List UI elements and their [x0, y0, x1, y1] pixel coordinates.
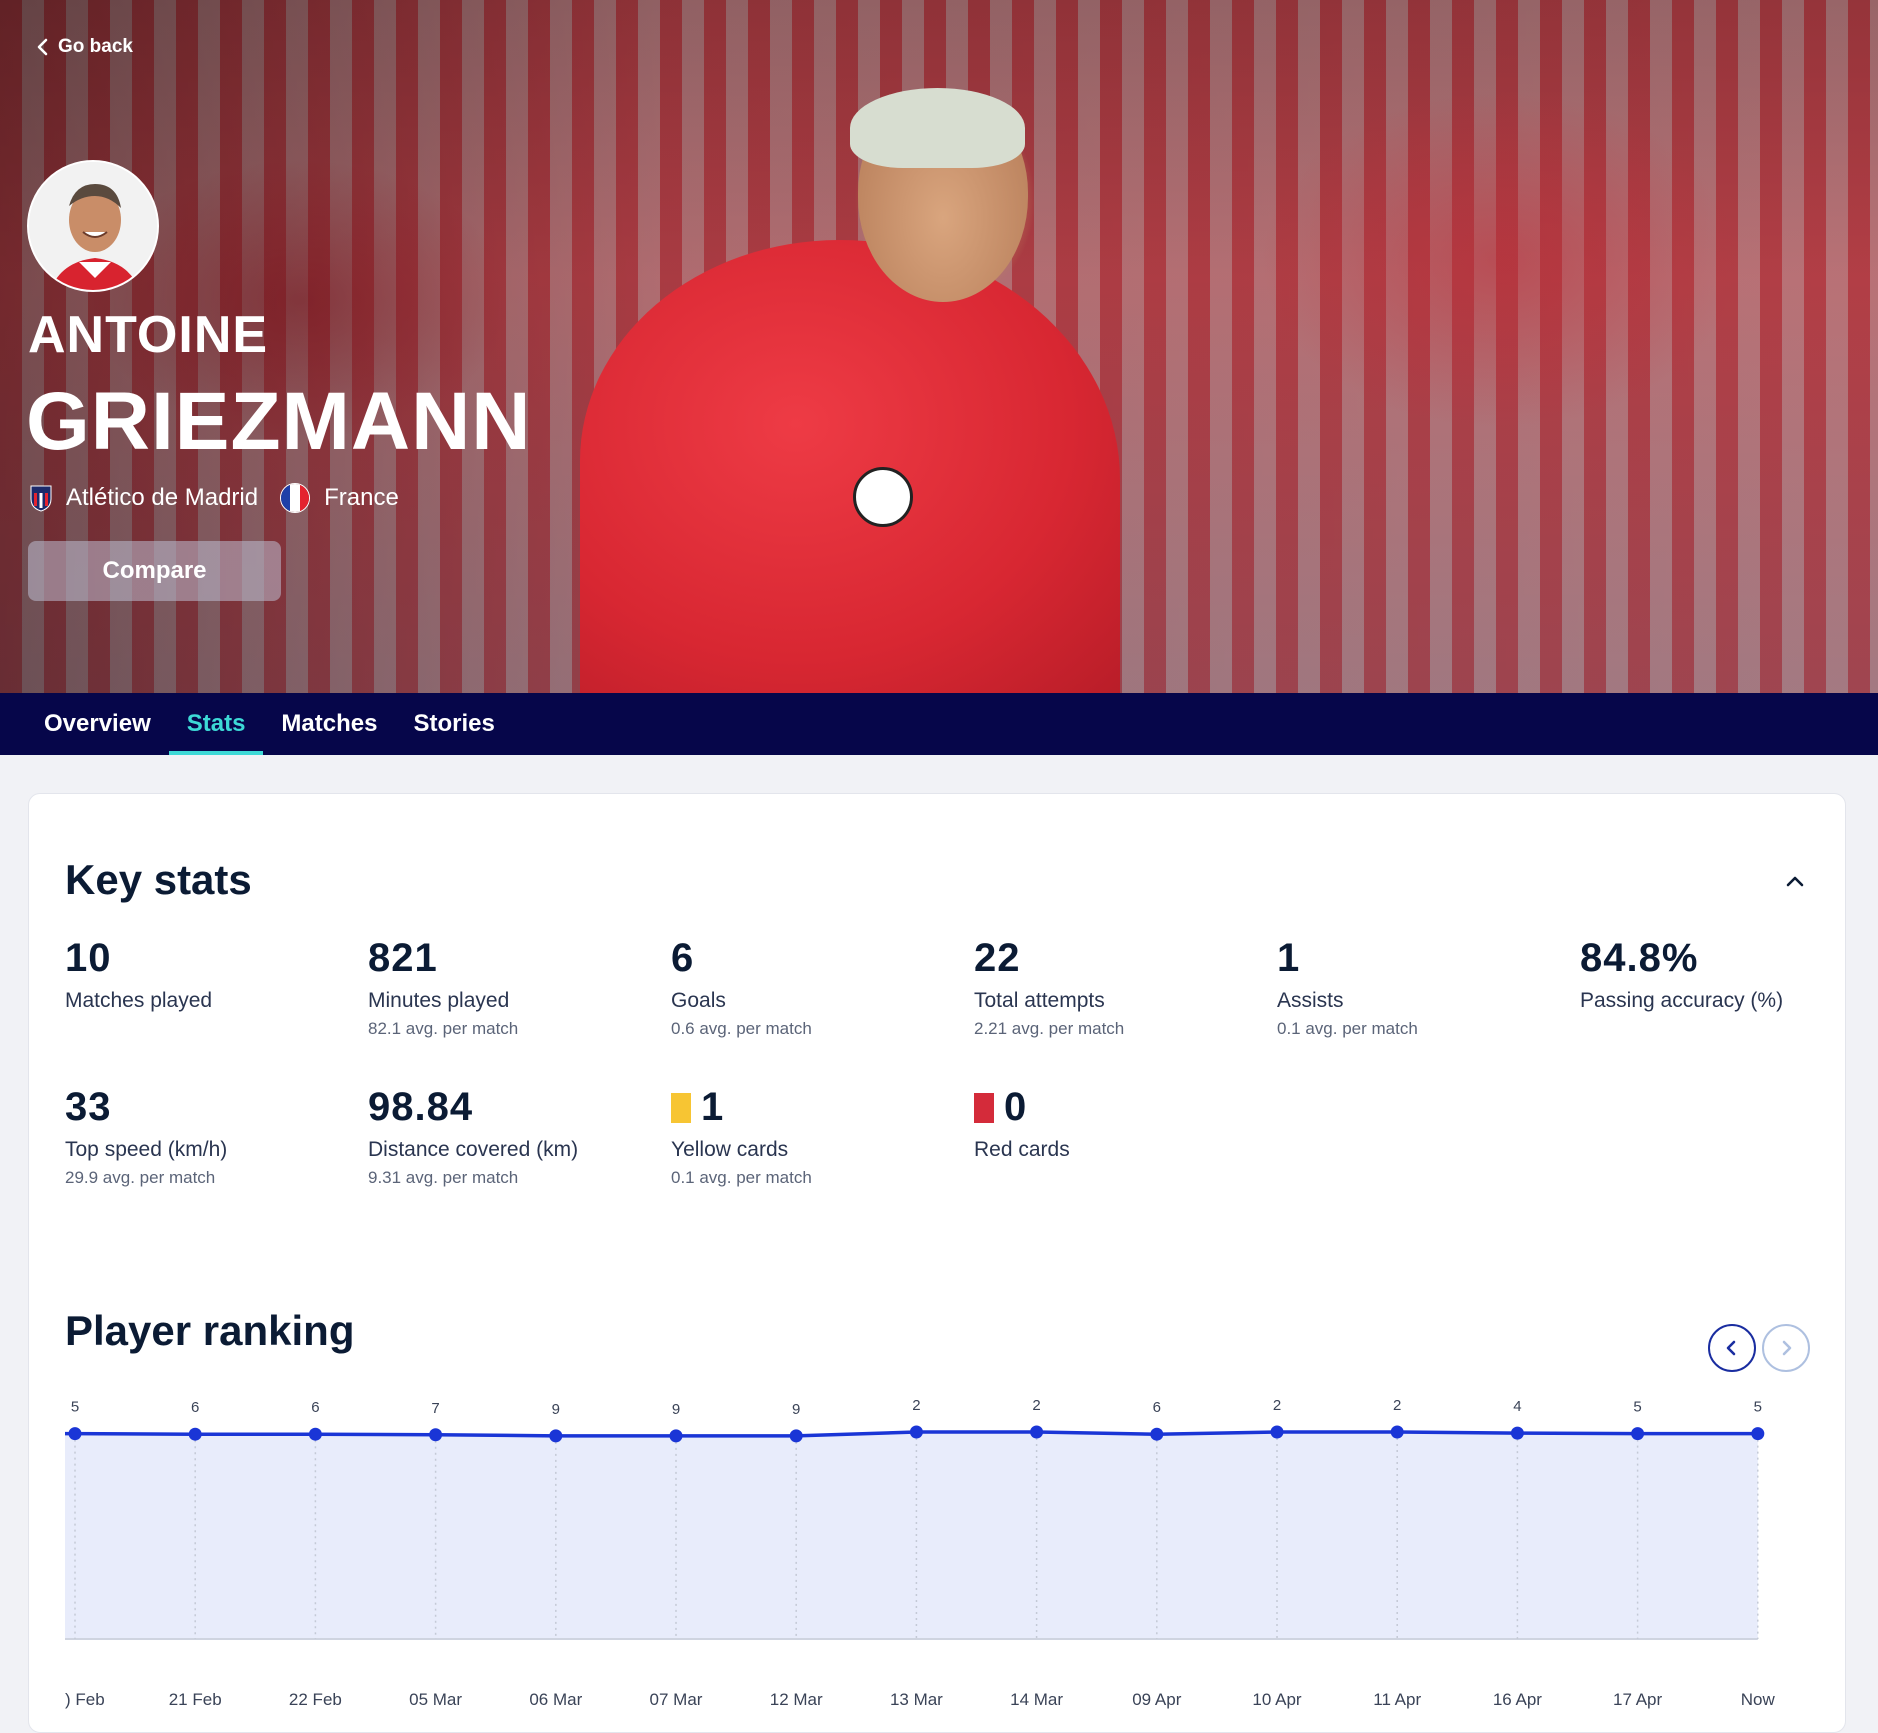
stats-card: Key stats 10 Matches played 821 Minutes …: [28, 793, 1846, 1733]
stat-average: 29.9 avg. per match: [65, 1168, 216, 1187]
stat-label: Top speed (km/h): [65, 1138, 228, 1161]
stat-red-cards: 0 Red cards: [974, 1085, 1264, 1162]
hero-player-hair: [850, 88, 1025, 168]
stat-value-row: 0: [974, 1085, 1264, 1130]
stat-label: Assists: [1277, 989, 1344, 1012]
country-info[interactable]: France: [280, 483, 399, 513]
go-back-link[interactable]: Go back: [36, 36, 133, 58]
go-back-label: Go back: [58, 36, 133, 57]
stat-average: 2.21 avg. per match: [974, 1019, 1125, 1038]
key-stats-title: Key stats: [65, 856, 252, 903]
stat-average: 82.1 avg. per match: [368, 1019, 519, 1038]
yellow-card-icon: [671, 1092, 691, 1123]
stat-label: Goals: [671, 989, 726, 1012]
stat-value-row: 1: [671, 1085, 961, 1130]
stat-yellow-cards: 1 Yellow cards 0.1 avg. per match: [671, 1085, 961, 1188]
red-card-icon: [974, 1092, 994, 1123]
champions-league-badge: [853, 467, 913, 527]
chevron-right-icon: [1782, 1340, 1792, 1356]
player-ranking-title: Player ranking: [65, 1307, 355, 1354]
stat-average: 0.6 avg. per match: [671, 1019, 812, 1038]
stat-label: Red cards: [974, 1138, 1070, 1161]
stat-label: Total attempts: [974, 989, 1105, 1012]
stat-label: Passing accuracy (%): [1580, 989, 1784, 1012]
tab-matches[interactable]: Matches: [281, 710, 378, 737]
stat-value: 1: [1277, 936, 1301, 980]
stat-value: 10: [65, 936, 112, 980]
stat-total-attempts: 22 Total attempts 2.21 avg. per match: [974, 936, 1264, 1039]
tab-overview[interactable]: Overview: [44, 710, 151, 737]
stat-assists: 1 Assists 0.1 avg. per match: [1277, 936, 1567, 1039]
compare-button[interactable]: Compare: [28, 541, 281, 601]
stat-value: 1: [701, 1085, 725, 1129]
club-name: Atlético de Madrid: [66, 484, 259, 511]
stat-value: 33: [65, 1085, 112, 1129]
player-portrait-icon: [29, 162, 157, 290]
stat-label: Yellow cards: [671, 1138, 789, 1161]
hero-banner: Go back ANTOINE GRIEZMANN: [0, 0, 1878, 693]
tab-bar: Overview Stats Matches Stories: [0, 693, 1878, 755]
chart-next-button[interactable]: [1762, 1324, 1810, 1372]
stat-minutes-played: 821 Minutes played 82.1 avg. per match: [368, 936, 658, 1039]
stat-label: Distance covered (km): [368, 1138, 579, 1161]
club-info[interactable]: Atlético de Madrid: [30, 484, 258, 512]
avatar: [27, 160, 159, 292]
stat-value: 84.8%: [1580, 936, 1699, 980]
stat-label: Matches played: [65, 989, 213, 1012]
chevron-left-icon: [1726, 1340, 1736, 1356]
stat-value: 22: [974, 936, 1021, 980]
player-first-name: ANTOINE: [28, 306, 269, 364]
stat-average: 0.1 avg. per match: [671, 1168, 812, 1187]
chevron-up-icon[interactable]: [1783, 870, 1807, 894]
france-flag-icon: [280, 483, 311, 513]
stat-value: 821: [368, 936, 438, 980]
hero-player-image: [580, 240, 1120, 693]
club-crest-icon: [30, 485, 52, 512]
chart-prev-button[interactable]: [1708, 1324, 1756, 1372]
chevron-left-icon: [37, 38, 48, 56]
tab-stats[interactable]: Stats: [168, 693, 264, 755]
stat-average: 9.31 avg. per match: [368, 1168, 519, 1187]
tab-stories[interactable]: Stories: [413, 710, 495, 737]
stat-label: Minutes played: [368, 989, 510, 1012]
stat-goals: 6 Goals 0.6 avg. per match: [671, 936, 961, 1039]
country-name: France: [324, 484, 399, 511]
stat-value: 98.84: [368, 1085, 474, 1129]
stat-matches-played: 10 Matches played: [65, 936, 355, 1013]
stat-value: 6: [671, 936, 695, 980]
stat-distance-covered: 98.84 Distance covered (km) 9.31 avg. pe…: [368, 1085, 658, 1188]
stat-average: 0.1 avg. per match: [1277, 1019, 1418, 1038]
stat-top-speed: 33 Top speed (km/h) 29.9 avg. per match: [65, 1085, 355, 1188]
stat-value: 0: [1004, 1085, 1028, 1129]
stat-passing-accuracy: 84.8% Passing accuracy (%): [1580, 936, 1870, 1013]
player-last-name: GRIEZMANN: [26, 376, 532, 467]
player-meta: Atlético de Madrid France: [30, 483, 421, 513]
